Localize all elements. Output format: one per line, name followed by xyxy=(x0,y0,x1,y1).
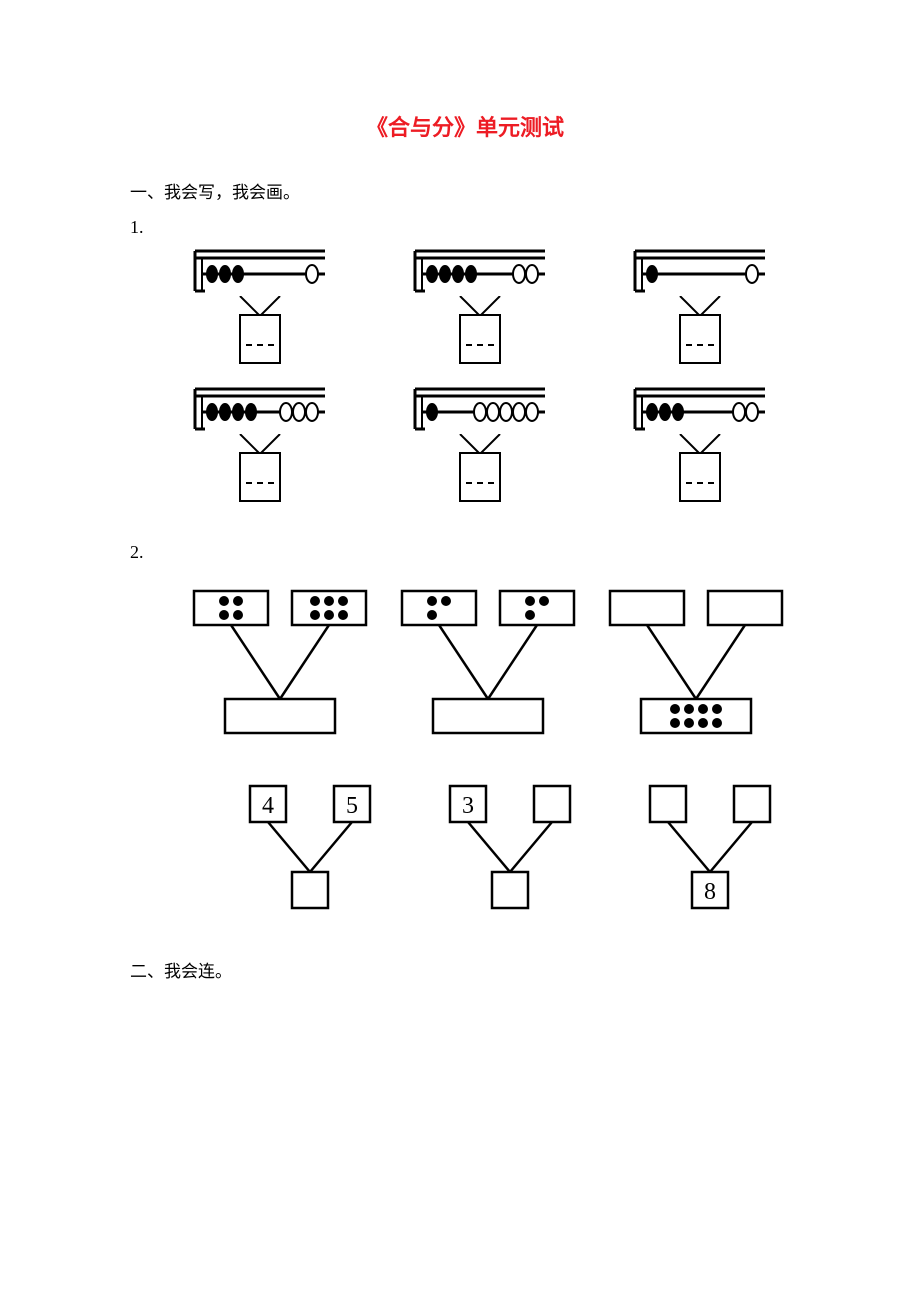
abacus-row xyxy=(190,384,800,502)
abacus-item xyxy=(190,384,330,502)
q1-label: 1. xyxy=(130,217,800,238)
answer-box[interactable] xyxy=(679,314,721,364)
page-title: 《合与分》单元测试 xyxy=(130,110,800,142)
num-diagram: 3 xyxy=(430,782,590,917)
abacus-item xyxy=(410,384,550,502)
abacus-row xyxy=(190,246,800,364)
dot-diagram-row xyxy=(190,587,800,742)
num-diagram: 8 xyxy=(630,782,790,917)
dot-diagram xyxy=(190,587,370,742)
svg-text:5: 5 xyxy=(346,793,358,819)
abacus-item xyxy=(190,246,330,364)
answer-box[interactable] xyxy=(459,314,501,364)
answer-box[interactable] xyxy=(239,452,281,502)
answer-box[interactable] xyxy=(459,452,501,502)
abacus-grid xyxy=(130,246,800,502)
answer-box[interactable] xyxy=(239,314,281,364)
num-diagram-row: 4538 xyxy=(230,782,800,917)
dot-diagram xyxy=(398,587,578,742)
dot-diagram xyxy=(606,587,786,742)
svg-text:3: 3 xyxy=(462,793,474,819)
num-diagram: 45 xyxy=(230,782,390,917)
abacus-item xyxy=(410,246,550,364)
q2-content: 4538 xyxy=(190,587,800,917)
section2-heading: 二、我会连。 xyxy=(130,957,800,982)
answer-box[interactable] xyxy=(679,452,721,502)
q2-label: 2. xyxy=(130,542,800,563)
section1-heading: 一、我会写，我会画。 xyxy=(130,178,800,203)
abacus-item xyxy=(630,246,770,364)
svg-text:4: 4 xyxy=(262,793,274,819)
svg-text:8: 8 xyxy=(704,879,716,905)
abacus-item xyxy=(630,384,770,502)
